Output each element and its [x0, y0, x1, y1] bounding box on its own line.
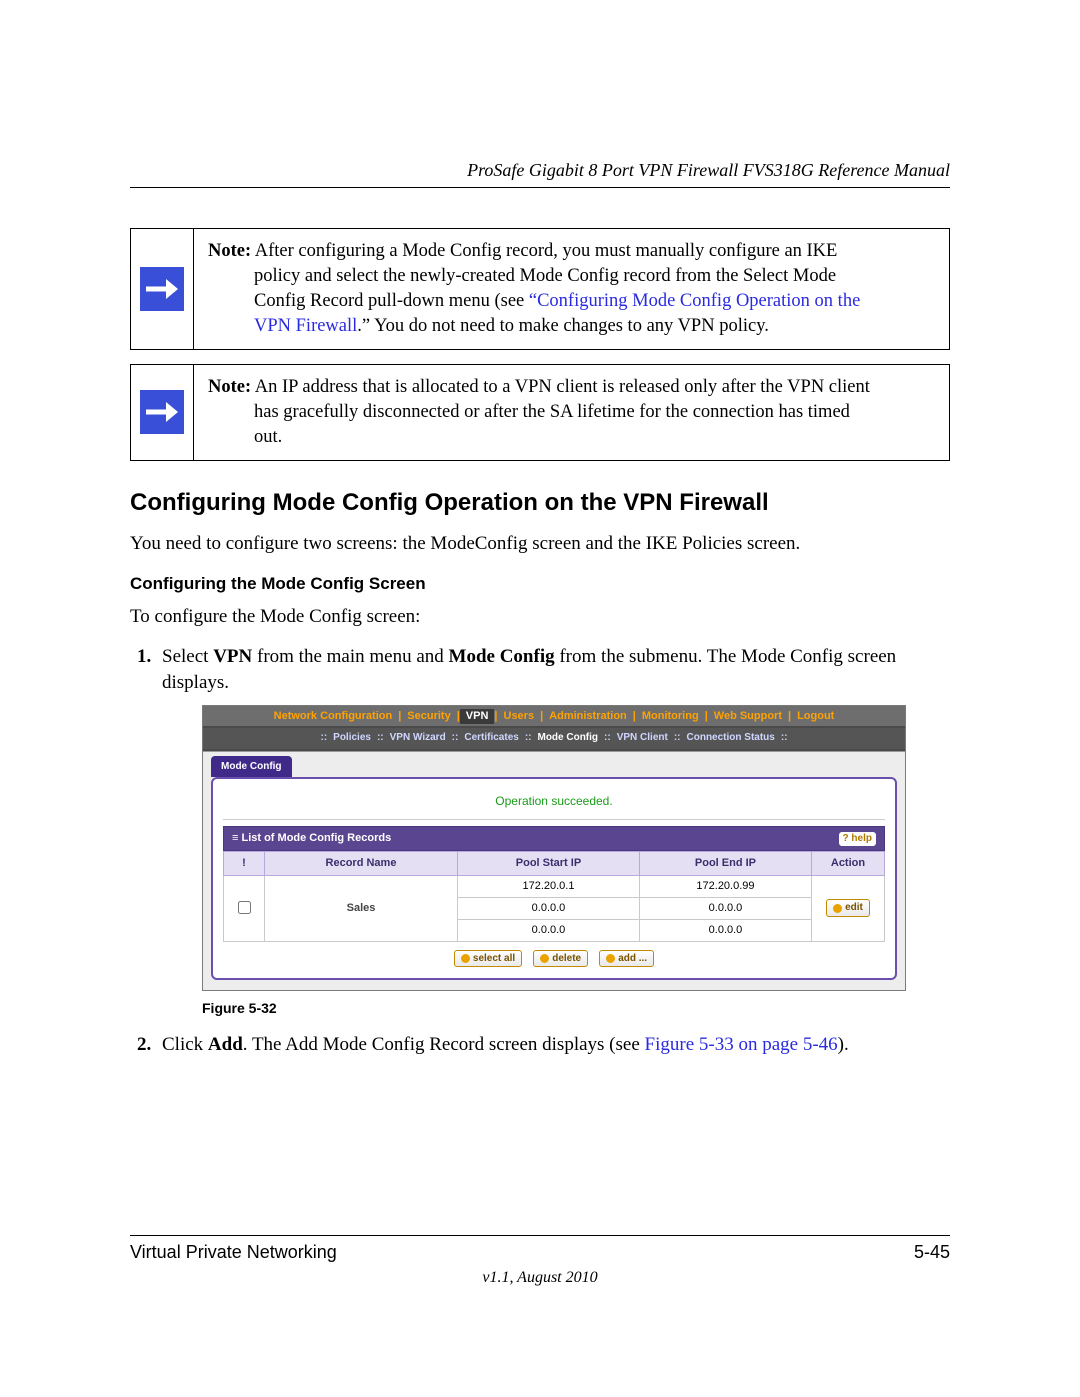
main-tab[interactable]: Users: [498, 709, 541, 724]
note-line: After configuring a Mode Config record, …: [251, 241, 837, 261]
note-icon-cell: [131, 229, 194, 349]
dot-icon: [606, 954, 615, 963]
footer-left: Virtual Private Networking: [130, 1242, 337, 1263]
cell-start-ip: 0.0.0.0: [458, 919, 640, 941]
screenshot-mode-config: Network Configuration | Security | VPN |…: [202, 705, 906, 990]
help-button[interactable]: ? help: [839, 832, 876, 846]
main-tab[interactable]: Web Support: [708, 709, 788, 724]
main-tabs: Network Configuration | Security | VPN |…: [203, 706, 905, 728]
xref-link[interactable]: Figure 5-33 on page 5-46: [645, 1034, 838, 1055]
note-icon-cell: [131, 365, 194, 460]
col-header: Pool Start IP: [458, 852, 640, 876]
dot-icon: [461, 954, 470, 963]
sub-tab[interactable]: VPN Wizard: [384, 731, 452, 745]
main-tab[interactable]: Network Configuration: [268, 709, 399, 724]
step-item: Select VPN from the main menu and Mode C…: [156, 644, 950, 1018]
note-label: Note:: [208, 241, 251, 261]
note-line: An IP address that is allocated to a VPN…: [251, 377, 870, 397]
footer-rule: [130, 1235, 950, 1236]
button-row: select all delete add ...: [223, 942, 885, 968]
note-line: has gracefully disconnected or after the…: [254, 400, 935, 425]
note-line: VPN Firewall.” You do not need to make c…: [254, 314, 935, 339]
main-tab[interactable]: Security: [401, 709, 456, 724]
col-header: Record Name: [265, 852, 458, 876]
add-button[interactable]: add ...: [599, 950, 654, 968]
main-tab[interactable]: Administration: [543, 709, 633, 724]
dot-icon: [540, 954, 549, 963]
page-footer: Virtual Private Networking 5-45 v1.1, Au…: [130, 1235, 950, 1287]
step-item: Click Add. The Add Mode Config Record sc…: [156, 1032, 950, 1058]
note-line: out.: [254, 425, 935, 450]
row-checkbox[interactable]: [238, 901, 251, 914]
cell-end-ip: 0.0.0.0: [639, 919, 811, 941]
panel-title-bar: ≡ List of Mode Config Records ? help: [223, 826, 885, 851]
subsection-intro: To configure the Mode Config screen:: [130, 604, 950, 630]
cell-start-ip: 0.0.0.0: [458, 897, 640, 919]
main-tab[interactable]: VPN: [460, 709, 495, 724]
col-checkbox: !: [224, 852, 265, 876]
cell-record-name: Sales: [265, 876, 458, 942]
header-rule: [130, 187, 950, 188]
cell-start-ip: 172.20.0.1: [458, 876, 640, 898]
xref-link[interactable]: VPN Firewall: [254, 316, 357, 336]
note-line: Config Record pull-down menu (see “Confi…: [254, 289, 935, 314]
note-text: Note: An IP address that is allocated to…: [194, 365, 949, 460]
sub-tab[interactable]: Certificates: [458, 731, 524, 745]
note-text: Note: After configuring a Mode Config re…: [194, 229, 949, 349]
main-tab[interactable]: Monitoring: [636, 709, 705, 724]
col-header: Action: [812, 852, 885, 876]
cell-end-ip: 172.20.0.99: [639, 876, 811, 898]
arrow-right-icon: [140, 390, 184, 434]
col-header: Pool End IP: [639, 852, 811, 876]
note-line: policy and select the newly-created Mode…: [254, 264, 935, 289]
dot-icon: [833, 904, 842, 913]
records-table: ! Record Name Pool Start IP Pool End IP …: [223, 851, 885, 941]
panel-title: ≡ List of Mode Config Records: [232, 831, 391, 846]
edit-button[interactable]: edit: [826, 899, 870, 917]
running-header: ProSafe Gigabit 8 Port VPN Firewall FVS3…: [130, 160, 950, 181]
sub-tabs: :: Policies :: VPN Wizard :: Certificate…: [203, 728, 905, 751]
section-intro: You need to configure two screens: the M…: [130, 531, 950, 557]
section-heading: Configuring Mode Config Operation on the…: [130, 489, 950, 517]
sub-tab[interactable]: Connection Status: [681, 731, 781, 745]
arrow-right-icon: [140, 267, 184, 311]
main-tab[interactable]: Logout: [791, 709, 840, 724]
sub-tab[interactable]: Policies: [327, 731, 377, 745]
panel: Operation succeeded. ≡ List of Mode Conf…: [211, 777, 897, 980]
subsection-heading: Configuring the Mode Config Screen: [130, 574, 950, 594]
select-all-button[interactable]: select all: [454, 950, 522, 968]
xref-link[interactable]: “Configuring Mode Config Operation on th…: [529, 291, 860, 311]
figure-caption: Figure 5-32: [202, 999, 950, 1018]
footer-version: v1.1, August 2010: [130, 1269, 950, 1287]
step-list: Select VPN from the main menu and Mode C…: [130, 644, 950, 1057]
inner-tab-mode-config[interactable]: Mode Config: [211, 756, 292, 778]
delete-button[interactable]: delete: [533, 950, 588, 968]
sub-tab[interactable]: VPN Client: [611, 731, 674, 745]
note-label: Note:: [208, 377, 251, 397]
status-message: Operation succeeded.: [223, 789, 885, 820]
table-row: Sales 172.20.0.1 172.20.0.99 edit: [224, 876, 885, 898]
footer-right: 5-45: [914, 1242, 950, 1263]
cell-end-ip: 0.0.0.0: [639, 897, 811, 919]
note-box-2: Note: An IP address that is allocated to…: [130, 364, 950, 461]
sub-tab[interactable]: Mode Config: [531, 731, 604, 745]
note-box-1: Note: After configuring a Mode Config re…: [130, 228, 950, 350]
